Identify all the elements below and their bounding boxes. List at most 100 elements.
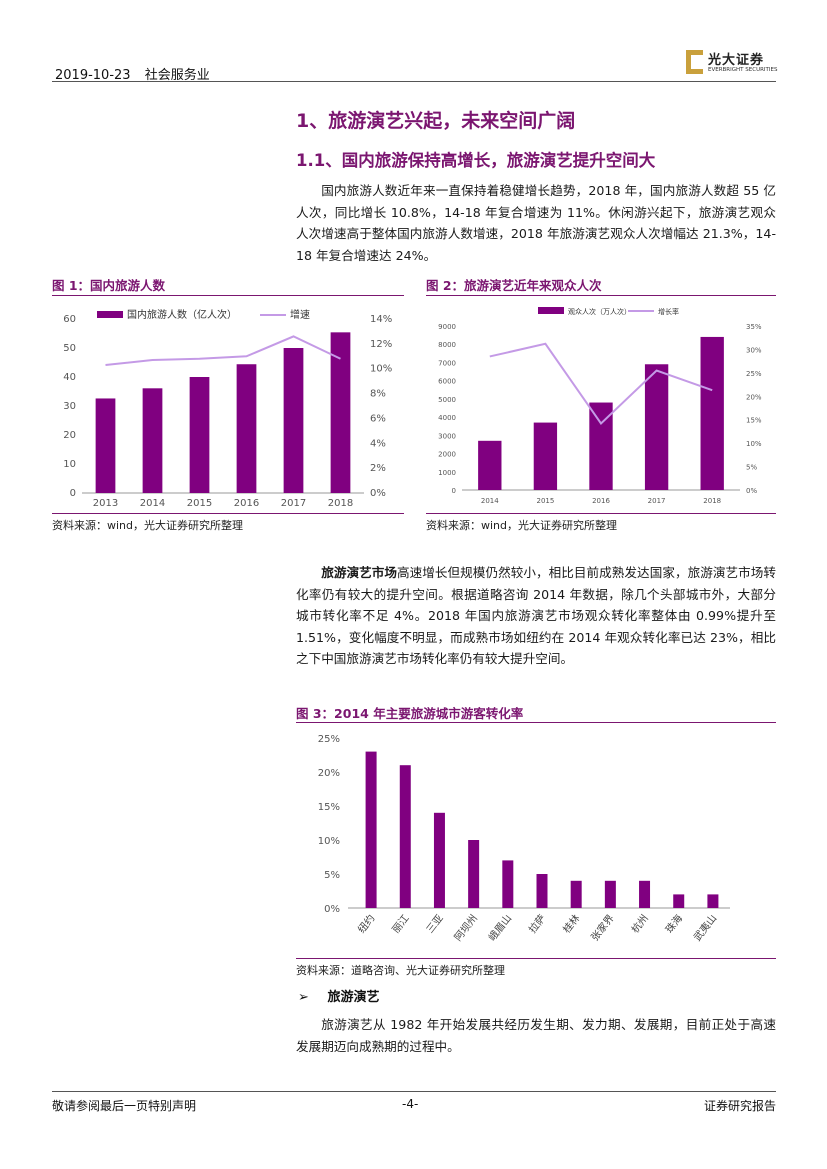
fig3-x-tick: 张家界	[588, 912, 617, 944]
bullet-arrow-icon: ➢	[298, 990, 309, 1005]
fig1-chart: 国内旅游人数（亿人次） 增速 0 10 20 30 40 50 60 0% 2% 4% 6% 8% 10% 1…	[63, 308, 392, 509]
fig1-y-tick: 50	[63, 343, 76, 354]
subsection-heading: 1.1、国内旅游保持高增长，旅游演艺提升空间大	[296, 151, 656, 170]
report-date: 2019-10-23	[55, 68, 131, 83]
fig1-y2-tick: 14%	[370, 314, 392, 325]
fig3-bar	[673, 894, 685, 908]
fig3-x-tick: 拉萨	[526, 912, 549, 936]
fig3-source: 资料来源：道略咨询、光大证券研究所整理	[296, 964, 505, 977]
fig1-y-tick: 30	[63, 401, 76, 412]
fig1-y2-tick: 8%	[370, 389, 386, 400]
fig1-x-tick: 2017	[281, 498, 306, 509]
fig2-y-tick: 7000	[438, 359, 456, 367]
fig3-x-tick: 阿坝州	[452, 912, 480, 943]
logo-mark-icon	[686, 50, 703, 74]
fig1-title-rule	[52, 295, 404, 296]
fig1-bar	[236, 364, 257, 493]
fig2-y-tick: 8000	[438, 341, 456, 349]
footer-divider	[52, 1091, 776, 1092]
fig2-y2-tick: 10%	[746, 440, 762, 448]
fig2-legend-bar-swatch	[538, 307, 564, 314]
fig2-x-tick: 2016	[592, 497, 610, 505]
header-divider	[52, 81, 776, 82]
fig3-x-tick: 丽江	[390, 912, 412, 935]
fig2-bar	[478, 440, 502, 490]
market-paragraph-body: 高速增长但规模仍然较小，相比目前成熟发达国家，旅游演艺市场转化率仍有较大的提升空…	[296, 565, 777, 667]
fig3-x-tick: 桂林	[560, 912, 583, 936]
fig3-chart: 0% 5% 10% 15% 20% 25% 纽约 丽江 三亚 阿坝州 峨眉山 拉萨 桂林 张家界 杭州 珠海武…	[318, 734, 730, 944]
fig1-x-tick: 2013	[93, 498, 118, 509]
fig2-x-tick: 2015	[536, 497, 554, 505]
footer-disclaimer: 敬请参阅最后一页特别声明	[52, 1099, 197, 1113]
fig1-y2-tick: 6%	[370, 413, 386, 424]
fig3-title: 图 3：2014 年主要旅游城市游客转化率	[296, 706, 524, 721]
report-header: 2019-10-23 社会服务业	[55, 64, 210, 83]
fig1-y2-tick: 4%	[370, 438, 386, 449]
fig3-bar	[570, 880, 582, 908]
fig3-x-tick: 杭州	[628, 912, 651, 936]
fig1-y2-tick: 0%	[370, 488, 386, 499]
fig3-bar	[365, 751, 377, 908]
fig1-bar	[283, 348, 304, 493]
fig2-title-rule	[426, 295, 776, 296]
fig2-y-tick: 4000	[438, 414, 456, 422]
fig1-bar	[330, 332, 351, 493]
fig3-bar	[639, 880, 651, 908]
fig2-title: 图 2：旅游演艺近年来观众人次	[426, 278, 602, 293]
fig1-y-tick: 20	[63, 430, 76, 441]
fig3-y-tick: 5%	[324, 870, 340, 881]
fig2-y-tick: 1000	[438, 469, 456, 477]
fig1-source: 资料来源：wind，光大证券研究所整理	[52, 519, 244, 532]
intro-paragraph: 国内旅游人数近年来一直保持着稳健增长趋势，2018 年，国内旅游人数超 55 亿…	[296, 183, 776, 263]
page-number: -4-	[402, 1097, 419, 1111]
fig2-bar	[533, 422, 558, 490]
fig3-x-tick: 三亚	[425, 913, 446, 936]
fig3-bar	[468, 840, 480, 908]
fig3-bar	[502, 860, 514, 908]
logo-name: 光大证券	[708, 53, 765, 68]
fig2-y2-tick: 5%	[746, 464, 757, 472]
broker-logo: 光大证券 EVERBRIGHT SECURITIES	[686, 48, 778, 78]
fig3-x-tick: 珠海	[663, 912, 686, 936]
fig2-chart: 观众人次（万人次） 增长率 0 1000 2000 3000 4000 5000 6000 700…	[438, 307, 762, 505]
fig2-source: 资料来源：wind，光大证券研究所整理	[426, 519, 618, 532]
logo-english: EVERBRIGHT SECURITIES	[708, 67, 778, 73]
fig3-y-tick: 0%	[324, 904, 340, 915]
fig2-y-tick: 9000	[438, 323, 456, 331]
fig3-y-tick: 15%	[318, 802, 340, 813]
market-paragraph: 旅游演艺市场高速增长但规模仍然较小，相比目前成熟发达国家，旅游演艺市场转化率仍有…	[296, 562, 776, 670]
fig2-y-tick: 6000	[438, 378, 456, 386]
fig2-growth-line	[489, 342, 713, 425]
fig2-bottom-rule	[426, 513, 776, 514]
fig2-bar	[700, 336, 724, 490]
fig3-title-rule	[296, 722, 776, 723]
fig2-y2-tick: 35%	[746, 323, 762, 331]
bullet-heading: ➢ 旅游演艺	[298, 986, 379, 1005]
fig2-x-tick: 2018	[703, 497, 721, 505]
fig1-bottom-rule	[52, 513, 404, 514]
fig1-x-tick: 2015	[187, 498, 212, 509]
fig1-y2-tick: 10%	[370, 364, 392, 375]
fig1-x-tick: 2016	[234, 498, 259, 509]
fig2-y-tick: 2000	[438, 451, 456, 459]
fig2-y2-tick: 30%	[746, 346, 762, 354]
report-sector: 社会服务业	[144, 68, 210, 83]
fig2-legend-line-label: 增长率	[658, 307, 679, 316]
fig3-x-tick: 峨眉山	[486, 912, 514, 943]
fig2-y-tick: 5000	[438, 396, 456, 404]
fig2-bar	[644, 364, 669, 490]
fig1-growth-line	[105, 335, 341, 366]
fig2-bar	[589, 402, 613, 490]
fig3-bottom-rule	[296, 958, 776, 959]
fig3-x-tick: 武夷山	[691, 912, 720, 944]
history-paragraph: 旅游演艺从 1982 年开始发展共经历发生期、发力期、发展期，目前正处于高速发展…	[296, 1017, 776, 1054]
fig1-legend-bar-swatch	[97, 311, 123, 318]
fig2-y-tick: 3000	[438, 432, 456, 440]
fig1-legend-bar-label: 国内旅游人数（亿人次）	[127, 308, 237, 321]
fig3-bar	[604, 880, 616, 908]
fig3-bar	[707, 894, 719, 908]
fig1-y2-tick: 2%	[370, 463, 386, 474]
fig3-x-tick: 纽约	[355, 912, 378, 936]
fig2-x-tick: 2017	[648, 497, 666, 505]
fig1-x-tick: 2014	[140, 498, 165, 509]
